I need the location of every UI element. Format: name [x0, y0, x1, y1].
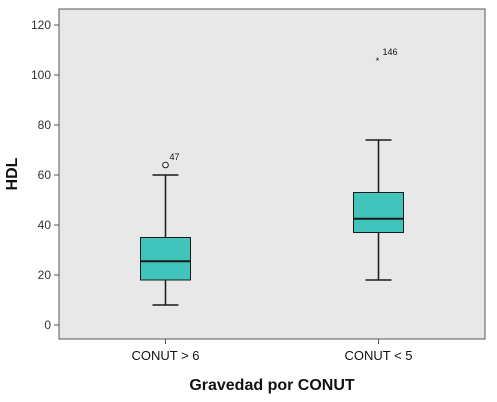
x-tick-label: CONUT < 5 — [344, 348, 412, 363]
y-tick-label: 120 — [31, 18, 51, 32]
x-axis: CONUT > 6 CONUT < 5 — [131, 339, 413, 363]
x-axis-title: Gravedad por CONUT — [189, 377, 355, 394]
box-1: 47 — [140, 152, 191, 306]
outlier-marker: * — [376, 56, 380, 66]
y-tick-label: 40 — [38, 218, 52, 232]
box-series: 47 *146 — [140, 47, 404, 306]
box-2: *146 — [353, 47, 404, 281]
iqr-box — [140, 237, 191, 281]
iqr-box — [353, 192, 404, 233]
outlier-label: 47 — [170, 152, 180, 162]
y-tick-label: 100 — [31, 68, 51, 82]
y-tick-label: 20 — [38, 268, 52, 282]
outlier-label: 146 — [383, 47, 398, 57]
y-axis: 0 20 40 60 80 100 120 — [31, 18, 59, 332]
y-tick-label: 0 — [44, 318, 51, 332]
y-tick-label: 80 — [38, 118, 52, 132]
y-tick-label: 60 — [38, 168, 52, 182]
plot-area — [58, 8, 486, 340]
x-tick-label: CONUT > 6 — [131, 348, 199, 363]
outlier-marker — [162, 161, 169, 169]
y-axis-title: HDL — [4, 157, 21, 190]
